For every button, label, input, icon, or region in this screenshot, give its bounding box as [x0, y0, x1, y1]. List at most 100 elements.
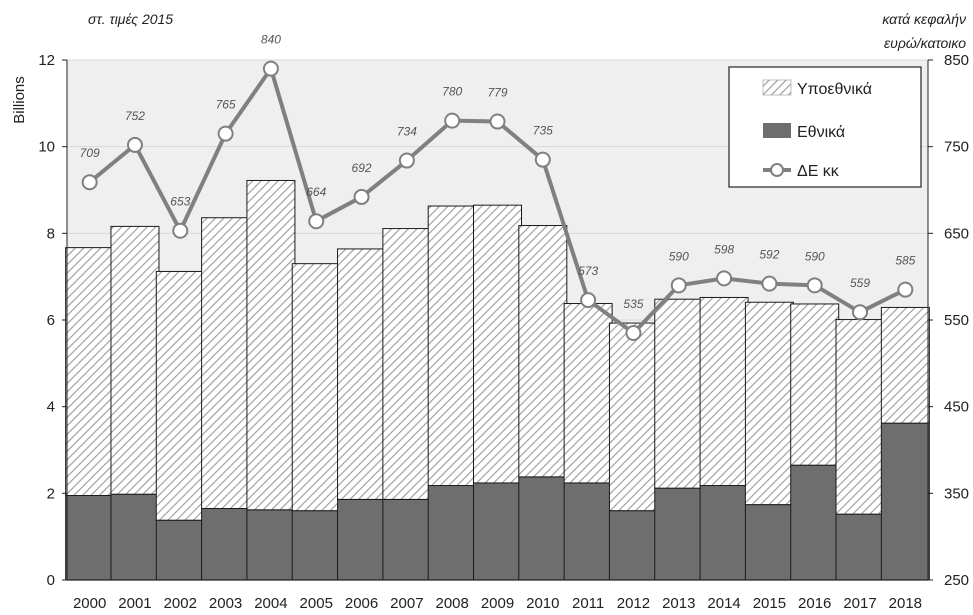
bar-national — [790, 464, 840, 581]
y2-tick-label: 850 — [944, 52, 969, 69]
line-marker — [670, 277, 687, 294]
line-marker — [398, 152, 415, 169]
bar-national — [291, 510, 341, 581]
line-data-label: 840 — [261, 33, 281, 47]
line-data-label: 592 — [759, 248, 779, 262]
line-marker — [353, 188, 370, 205]
bar-subnational — [473, 204, 522, 484]
line-data-label: 692 — [352, 161, 372, 175]
x-tick-label: 2013 — [662, 595, 695, 612]
y-axis-left: 0 2 4 6 8 10 12 — [38, 52, 68, 589]
line-marker — [444, 112, 461, 129]
line-marker — [172, 222, 189, 239]
y2-tick-label: 350 — [944, 485, 969, 502]
line-marker — [534, 151, 551, 168]
bar-subnational — [155, 270, 205, 521]
data-labels: 709 752 653 765 840 664 692 734 780 779 735 573 535 5… — [80, 33, 916, 311]
bar-national — [880, 422, 930, 581]
y2-tick-label: 650 — [944, 225, 969, 242]
bar-subnational — [110, 225, 160, 495]
line-marker — [806, 277, 823, 294]
y-tick-label: 6 — [47, 312, 55, 329]
x-tick-label: 2009 — [481, 595, 514, 612]
x-tick-label: 2015 — [753, 595, 786, 612]
line-marker — [580, 292, 597, 309]
bar-national — [201, 508, 251, 581]
bar-national — [110, 493, 160, 581]
x-tick-label: 2001 — [118, 595, 151, 612]
x-tick-label: 2006 — [345, 595, 378, 612]
left-units-note: στ. τιμές 2015 — [88, 11, 173, 27]
bar-subnational — [518, 225, 568, 478]
y2-tick-label: 750 — [944, 139, 969, 156]
legend-swatch-subnational — [762, 79, 792, 96]
x-tick-label: 2002 — [164, 595, 197, 612]
line-data-label: 590 — [805, 249, 825, 263]
bar-subnational — [382, 228, 432, 500]
bar-subnational — [337, 248, 387, 500]
line-data-label: 734 — [397, 125, 417, 139]
bar-subnational — [427, 205, 477, 487]
x-tick-label: 2008 — [435, 595, 468, 612]
line-data-label: 765 — [216, 98, 236, 112]
line-marker — [126, 136, 143, 153]
y-tick-label: 2 — [47, 485, 55, 502]
x-tick-label: 2011 — [572, 595, 604, 612]
line-data-label: 735 — [533, 124, 553, 138]
line-data-label: 598 — [714, 242, 734, 256]
x-tick-label: 2007 — [390, 595, 423, 612]
line-data-label: 752 — [125, 109, 145, 123]
bar-subnational — [790, 303, 840, 466]
line-marker — [716, 270, 733, 287]
x-tick-label: 2014 — [707, 595, 740, 612]
bar-subnational — [835, 319, 885, 515]
bar-subnational — [246, 179, 296, 511]
bar-subnational — [699, 296, 749, 487]
bar-subnational — [291, 263, 341, 512]
bar-subnational — [65, 247, 115, 496]
line-marker — [308, 213, 325, 230]
bar-subnational — [608, 322, 658, 512]
line-series — [81, 60, 914, 341]
legend-label-subnational: Υποεθνικά — [797, 81, 872, 98]
x-tick-label: 2010 — [526, 595, 559, 612]
x-tick-label: 2005 — [300, 595, 333, 612]
y2-tick-label: 550 — [944, 312, 969, 329]
line-marker — [761, 275, 778, 292]
bar-national — [65, 495, 115, 581]
y-tick-label: 4 — [47, 399, 55, 416]
legend-label-line: ΔΕ κκ — [797, 163, 840, 180]
line-data-label: 585 — [895, 254, 915, 268]
x-tick-label: 2000 — [73, 595, 106, 612]
bar-national — [473, 482, 522, 581]
bar-subnational — [201, 217, 251, 509]
line-marker — [217, 125, 234, 142]
bar-national — [155, 519, 205, 581]
line-marker — [897, 281, 914, 298]
y-axis-label: Billions — [11, 76, 28, 124]
line-data-label: 573 — [578, 264, 598, 278]
y-tick-label: 0 — [47, 572, 55, 589]
bar-national — [744, 504, 794, 581]
bar-national — [835, 513, 885, 581]
bar-national — [427, 485, 477, 581]
bar-national — [337, 498, 387, 581]
bar-subnational — [880, 306, 930, 424]
x-tick-label: 2003 — [209, 595, 242, 612]
bar-national — [246, 509, 296, 581]
line-marker — [262, 60, 279, 77]
line-data-label: 559 — [850, 276, 870, 290]
x-axis: 2000 2001 2002 2003 2004 2005 2006 2007 2008 2009… — [67, 579, 928, 612]
y-tick-label: 12 — [38, 52, 55, 69]
y2-tick-label: 450 — [944, 399, 969, 416]
y-tick-label: 8 — [47, 225, 55, 242]
bars — [65, 179, 930, 581]
bar-national — [563, 482, 613, 581]
line-marker — [625, 325, 642, 341]
line-data-label: 709 — [80, 146, 100, 160]
line-data-label: 653 — [170, 195, 190, 209]
bar-national — [654, 487, 704, 581]
bar-national — [518, 476, 568, 581]
x-tick-label: 2016 — [798, 595, 831, 612]
